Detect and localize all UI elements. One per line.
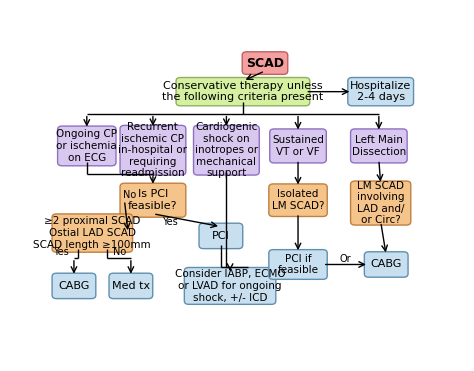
Text: CABG: CABG <box>58 281 90 291</box>
Text: Cardiogenic
shock on
inotropes or
mechanical
support: Cardiogenic shock on inotropes or mechan… <box>195 122 258 178</box>
FancyBboxPatch shape <box>120 125 186 175</box>
Text: Left Main
Dissection: Left Main Dissection <box>352 135 406 157</box>
FancyBboxPatch shape <box>52 214 133 252</box>
FancyBboxPatch shape <box>199 223 243 249</box>
FancyBboxPatch shape <box>184 267 276 304</box>
Text: No: No <box>113 247 127 257</box>
Text: No: No <box>123 190 137 200</box>
Text: Hospitalize
2-4 days: Hospitalize 2-4 days <box>350 81 411 102</box>
FancyBboxPatch shape <box>120 183 186 217</box>
Text: PCI if
feasible: PCI if feasible <box>278 254 319 275</box>
Text: SCAD: SCAD <box>246 57 284 70</box>
Text: ≥2 proximal SCAD
Ostial LAD SCAD
SCAD length ≥100mm: ≥2 proximal SCAD Ostial LAD SCAD SCAD le… <box>34 216 151 250</box>
Text: Or: Or <box>340 255 352 265</box>
FancyBboxPatch shape <box>351 181 411 225</box>
Text: Is PCI
feasible?: Is PCI feasible? <box>128 190 178 211</box>
Text: Consider IABP, ECMO
or LVAD for ongoing
shock, +/- ICD: Consider IABP, ECMO or LVAD for ongoing … <box>175 269 285 302</box>
Text: Med tx: Med tx <box>112 281 150 291</box>
Text: Yes: Yes <box>53 247 69 257</box>
Text: CABG: CABG <box>371 259 402 269</box>
Text: PCI: PCI <box>212 231 230 241</box>
FancyBboxPatch shape <box>242 52 288 74</box>
Text: Isolated
LM SCAD?: Isolated LM SCAD? <box>272 190 324 211</box>
FancyBboxPatch shape <box>176 78 310 106</box>
FancyBboxPatch shape <box>365 252 408 277</box>
FancyBboxPatch shape <box>351 129 407 163</box>
Text: LM SCAD
involving
LAD and/
or Circ?: LM SCAD involving LAD and/ or Circ? <box>357 181 404 226</box>
Text: Recurrent
ischemic CP
in-hospital or
requiring
readmission: Recurrent ischemic CP in-hospital or req… <box>118 122 187 178</box>
FancyBboxPatch shape <box>193 125 259 175</box>
FancyBboxPatch shape <box>109 273 153 299</box>
Text: Conservative therapy unless
the following criteria present: Conservative therapy unless the followin… <box>162 81 324 102</box>
FancyBboxPatch shape <box>52 273 96 299</box>
Text: Yes: Yes <box>162 217 177 227</box>
FancyBboxPatch shape <box>348 78 413 106</box>
Text: Sustained
VT or VF: Sustained VT or VF <box>272 135 324 157</box>
FancyBboxPatch shape <box>58 126 116 166</box>
FancyBboxPatch shape <box>269 250 327 279</box>
FancyBboxPatch shape <box>270 129 326 163</box>
FancyBboxPatch shape <box>269 184 327 217</box>
Text: Ongoing CP
or ischemia
on ECG: Ongoing CP or ischemia on ECG <box>56 129 117 162</box>
